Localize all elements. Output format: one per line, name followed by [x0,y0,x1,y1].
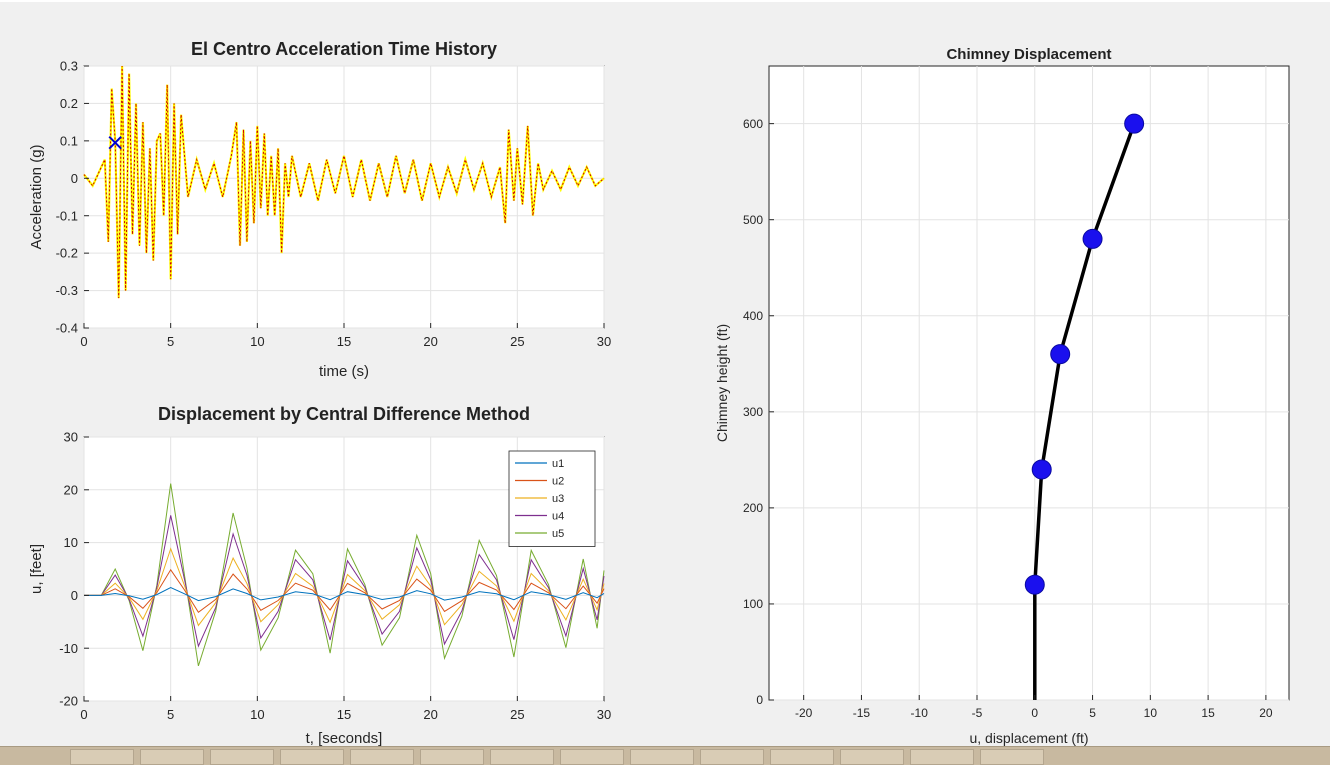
chimney-xlabel: u, displacement (ft) [969,730,1088,746]
chimney-ylabel: Chimney height (ft) [714,324,730,442]
taskbar-button[interactable] [70,749,134,765]
displacement-legend: u1 u2 u3 u4 u5 [508,450,596,547]
legend-label-u5: u5 [552,528,564,540]
ax2-ytick-label: 0 [71,588,78,603]
ax3-ytick-label: 200 [743,501,763,515]
ax1-ytick-label: -0.3 [56,283,78,298]
ax1-xtick-label: 25 [510,334,524,349]
ax1-xtick-label: 20 [423,334,437,349]
acceleration-ylabel: Acceleration (g) [28,144,45,249]
ax3-xtick-label: -5 [972,706,983,720]
taskbar-button[interactable] [490,749,554,765]
ax3-xtick-label: 10 [1144,706,1158,720]
taskbar-button[interactable] [420,749,484,765]
ax1-ytick-label: -0.2 [56,246,78,261]
series-line-u4 [84,515,605,648]
taskbar-button[interactable] [700,749,764,765]
taskbar-button[interactable] [910,749,974,765]
taskbar-button[interactable] [770,749,834,765]
ax2-ytick-label: -20 [59,694,78,709]
ax2-ytick-label: 20 [64,482,78,497]
ax1-xtick-label: 0 [80,334,87,349]
ax2-ytick-label: -10 [59,641,78,656]
figure-canvas: 0 5 10 15 20 25 30 -0.4 -0.3 -0.2 -0.1 0 0.1 0.2 0.3 E… [0,0,1330,746]
legend-label-u3: u3 [552,493,564,505]
ax2-xtick-label: 0 [80,707,87,722]
ax1-ytick-label: -0.1 [56,208,78,223]
ax1-xtick-label: 15 [337,334,351,349]
taskbar-button[interactable] [560,749,624,765]
ax2-xtick-label: 20 [423,707,437,722]
chimney-node-360 [1050,344,1071,365]
displacement-ylabel: u, [feet] [28,544,45,594]
ax3-xtick-label: 5 [1089,706,1096,720]
ax2-xtick-label: 10 [250,707,264,722]
taskbar-button[interactable] [840,749,904,765]
ax3-ytick-label: 300 [743,405,763,419]
legend-label-u1: u1 [552,458,564,470]
ax1-ytick-label: 0 [71,171,78,186]
ax3-xtick-label: -15 [853,706,871,720]
taskbar-button[interactable] [210,749,274,765]
ax3-xtick-label: -20 [795,706,813,720]
ax3-xtick-label: 15 [1201,706,1215,720]
series-line-u1 [84,587,605,602]
chimney-node-600 [1124,113,1145,134]
ax2-ytick-label: 10 [64,535,78,550]
displacement-xlabel: t, [seconds] [306,730,383,746]
ax1-ytick-label: 0.1 [60,133,78,148]
taskbar-button[interactable] [630,749,694,765]
ax1-ytick-label: 0.2 [60,96,78,111]
legend-box [508,450,596,547]
ax3-ytick-label: 0 [756,693,763,707]
taskbar-button[interactable] [280,749,344,765]
displacement-title: Displacement by Central Difference Metho… [158,404,530,424]
series-line-u2 [84,568,605,614]
ax1-xtick-label: 10 [250,334,264,349]
acceleration-plot: 0 5 10 15 20 25 30 -0.4 -0.3 -0.2 -0.1 0 0.1 0.2 0.3 E… [28,39,611,380]
ax3-ytick-label: 600 [743,117,763,131]
legend-label-u4: u4 [552,511,564,523]
ax3-xtick-label: 0 [1031,706,1038,720]
ax2-ytick-label: 30 [64,430,78,445]
acceleration-title: El Centro Acceleration Time History [191,39,497,59]
ax1-ytick-label: 0.3 [60,59,78,74]
chimney-node-480 [1082,228,1103,249]
ax2-xtick-label: 30 [597,707,611,722]
current-time-marker [108,136,122,150]
ax3-ytick-label: 400 [743,309,763,323]
ax2-xtick-label: 5 [167,707,174,722]
ax1-xtick-label: 30 [597,334,611,349]
chimney-node-120 [1024,574,1045,595]
taskbar-button[interactable] [350,749,414,765]
ax2-xtick-label: 15 [337,707,351,722]
ax3-xtick-label: -10 [911,706,929,720]
legend-label-u2: u2 [552,476,564,488]
chimney-title: Chimney Displacement [946,46,1111,63]
ax3-ytick-label: 100 [743,597,763,611]
taskbar-button[interactable] [980,749,1044,765]
ax2-xtick-label: 25 [510,707,524,722]
acceleration-signal-line [83,65,605,299]
ax3-ytick-label: 500 [743,213,763,227]
chimney-profile-line [1033,123,1136,700]
displacement-plot: 0 5 10 15 20 25 30 -20 -10 0 10 20 30 u1 u2 u3 u4 u5 Dis… [28,404,611,746]
ax1-ytick-label: -0.4 [56,321,78,336]
chimney-node-240 [1031,459,1052,480]
taskbar-button[interactable] [140,749,204,765]
ax3-xtick-label: 20 [1259,706,1273,720]
acceleration-xlabel: time (s) [319,363,369,380]
ax1-xtick-label: 5 [167,334,174,349]
series-line-u3 [84,547,605,627]
taskbar [0,746,1330,765]
